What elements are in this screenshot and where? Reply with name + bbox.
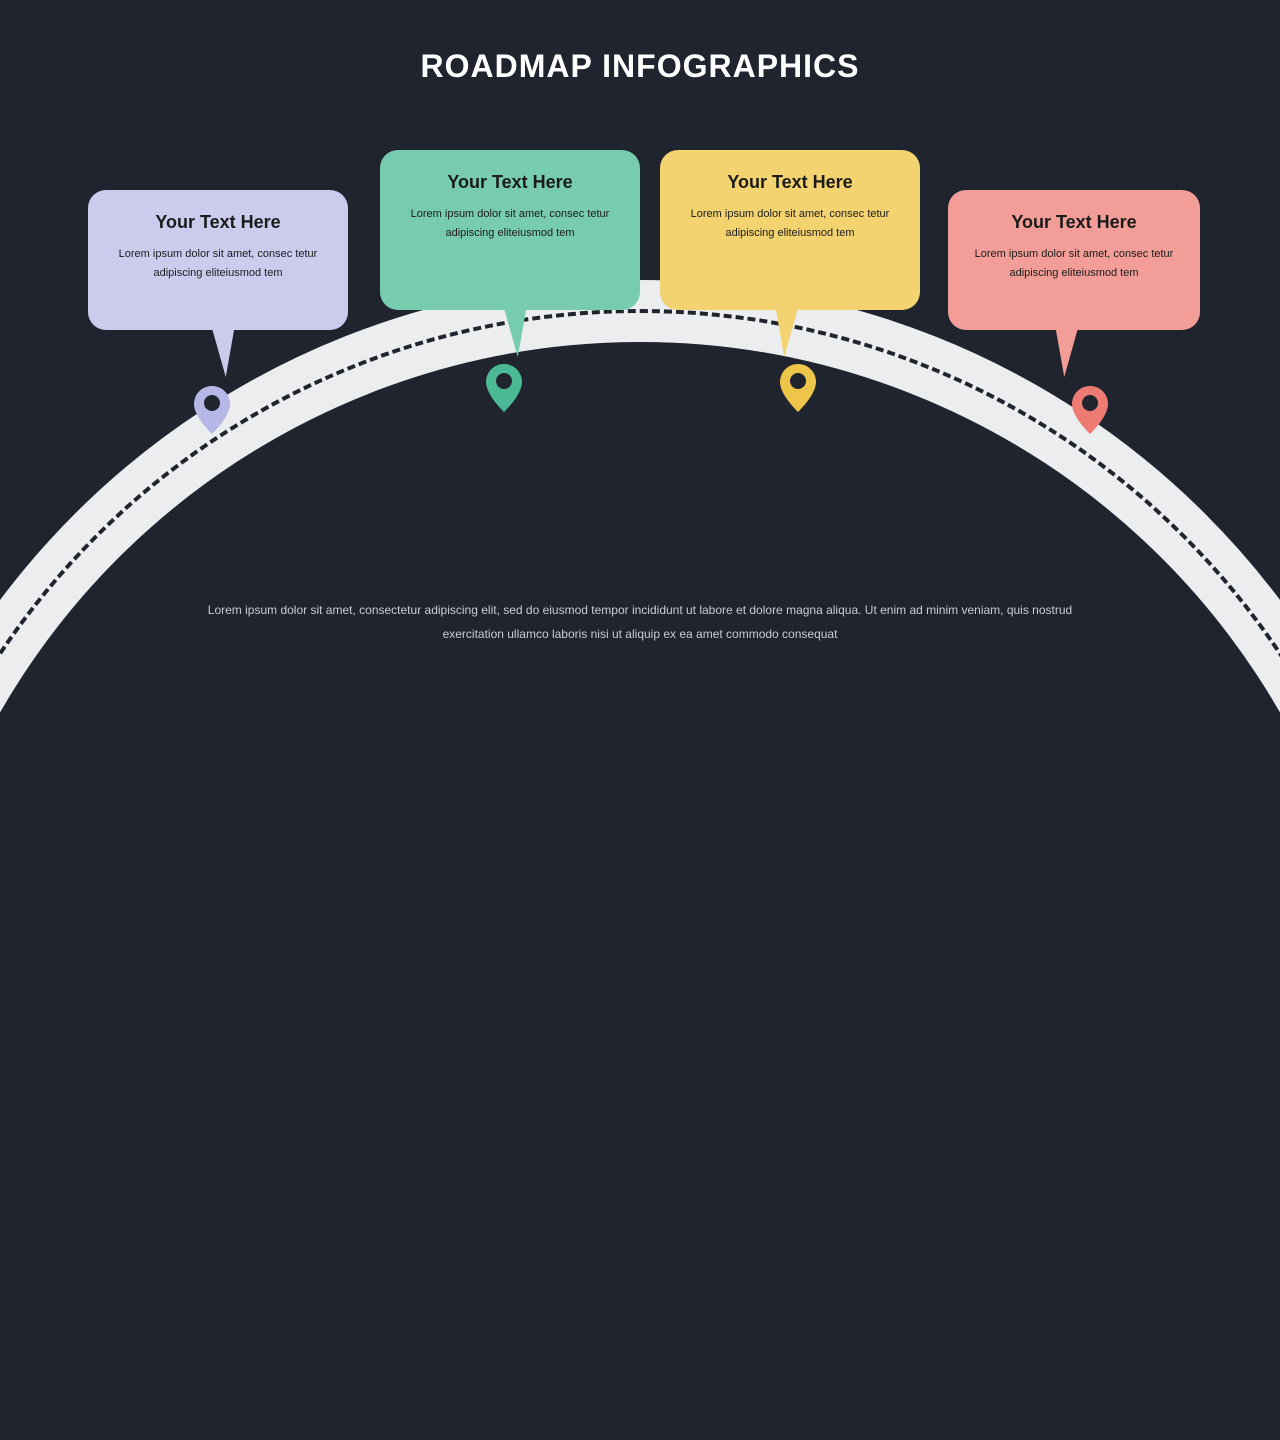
callout-4: Your Text Here Lorem ipsum dolor sit ame…: [948, 190, 1200, 330]
callout-3-heading: Your Text Here: [682, 172, 898, 193]
callout-3-tail: [776, 309, 806, 357]
callout-2-heading: Your Text Here: [402, 172, 618, 193]
callout-4-bubble: Your Text Here Lorem ipsum dolor sit ame…: [948, 190, 1200, 330]
map-pin-icon: [486, 364, 522, 412]
callout-2-tail: [496, 309, 526, 357]
callout-3-bubble: Your Text Here Lorem ipsum dolor sit ame…: [660, 150, 920, 310]
callout-4-body: Lorem ipsum dolor sit amet, consec tetur…: [970, 245, 1178, 282]
callout-2: Your Text Here Lorem ipsum dolor sit ame…: [380, 150, 640, 310]
callout-1-tail: [204, 329, 234, 377]
callout-3-body: Lorem ipsum dolor sit amet, consec tetur…: [682, 205, 898, 242]
map-pin-icon: [194, 386, 230, 434]
footer-text: Lorem ipsum dolor sit amet, consectetur …: [180, 598, 1100, 646]
callout-1-bubble: Your Text Here Lorem ipsum dolor sit ame…: [88, 190, 348, 330]
callout-2-bubble: Your Text Here Lorem ipsum dolor sit ame…: [380, 150, 640, 310]
map-pin-icon: [1072, 386, 1108, 434]
callout-1-heading: Your Text Here: [110, 212, 326, 233]
callout-3: Your Text Here Lorem ipsum dolor sit ame…: [660, 150, 920, 310]
map-pin-icon: [780, 364, 816, 412]
callout-1: Your Text Here Lorem ipsum dolor sit ame…: [88, 190, 348, 330]
callout-1-body: Lorem ipsum dolor sit amet, consec tetur…: [110, 245, 326, 282]
callout-4-heading: Your Text Here: [970, 212, 1178, 233]
callout-4-tail: [1056, 329, 1086, 377]
callout-2-body: Lorem ipsum dolor sit amet, consec tetur…: [402, 205, 618, 242]
